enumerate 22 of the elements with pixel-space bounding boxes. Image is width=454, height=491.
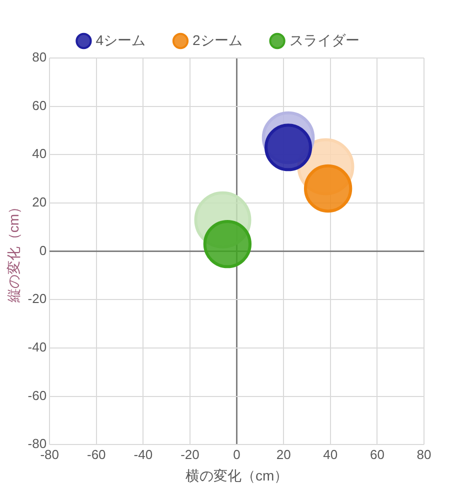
x-tick-label: 20	[276, 446, 291, 462]
y-tick-label: 40	[32, 146, 47, 162]
legend-label: 2シーム	[192, 32, 242, 48]
y-tick-label: -80	[28, 436, 47, 452]
y-axis-title: 縦の変化（cm）	[5, 200, 22, 304]
x-axis-title: 横の変化（cm）	[185, 467, 288, 484]
y-tick-label: -60	[28, 388, 47, 403]
y-tick-label: -20	[28, 291, 47, 306]
x-tick-label: 60	[370, 446, 384, 462]
y-tick-label: 80	[32, 50, 47, 65]
legend-label: 4シーム	[96, 32, 146, 48]
y-tick-label: -40	[28, 340, 47, 355]
y-tick-label: 60	[32, 98, 47, 113]
x-tick-label: 40	[323, 446, 338, 462]
y-tick-label: 20	[32, 194, 47, 210]
x-tick-label: -40	[134, 446, 153, 462]
y-tick-label: 0	[39, 242, 47, 258]
legend-label: スライダー	[289, 32, 360, 48]
x-tick-label: -60	[86, 446, 106, 462]
x-tick-label: -20	[180, 446, 200, 462]
x-tick-label: 0	[233, 446, 240, 462]
x-tick-label: 80	[416, 446, 432, 462]
